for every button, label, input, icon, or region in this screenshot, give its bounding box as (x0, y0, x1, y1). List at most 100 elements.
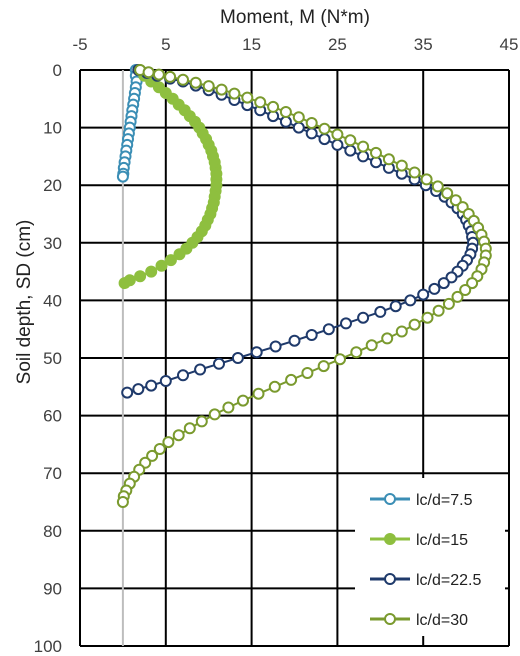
data-point (389, 300, 402, 313)
x-tick-label: -5 (72, 35, 87, 54)
data-point (445, 271, 458, 284)
data-point (252, 387, 265, 400)
data-point (177, 369, 189, 382)
x-tick-label: 25 (328, 35, 347, 54)
data-point (344, 144, 357, 157)
data-point (374, 305, 387, 318)
x-tick-label: 5 (161, 35, 170, 54)
data-point (357, 150, 370, 163)
data-point (195, 415, 208, 428)
data-point (134, 270, 147, 283)
y-tick-label: 100 (34, 637, 62, 656)
data-point (132, 383, 145, 396)
data-point (118, 277, 131, 290)
data-point (357, 311, 370, 324)
data-point (145, 379, 158, 392)
x-tick-label: 45 (500, 35, 519, 54)
data-point (395, 325, 408, 338)
y-tick-label: 50 (43, 349, 62, 368)
data-point (208, 408, 221, 421)
data-point (441, 187, 454, 200)
data-point (340, 317, 352, 330)
gridlines (79, 69, 510, 647)
data-point (162, 436, 175, 449)
y-tick-label: 90 (43, 579, 62, 598)
data-point (121, 386, 134, 399)
x-tick-label: 35 (414, 35, 433, 54)
series-1 (116, 64, 143, 183)
data-point (432, 304, 445, 317)
x-axis-title: Moment, M (N*m) (220, 7, 370, 28)
legend: lc/d=7.5 lc/d=15 lc/d=22.5 lc/d=30 (355, 478, 505, 636)
data-point (318, 122, 331, 135)
data-point (395, 159, 408, 172)
data-point (370, 146, 382, 159)
y-axis-title: Soil depth, SD (cm) (14, 220, 35, 385)
data-point (322, 323, 335, 336)
legend-item: lc/d=7.5 (370, 492, 473, 509)
data-point (404, 294, 417, 307)
data-point (279, 115, 292, 128)
data-point (459, 284, 472, 296)
data-point (408, 166, 421, 179)
data-point (164, 254, 177, 267)
data-point (152, 68, 165, 81)
data-point (431, 180, 444, 193)
data-point (213, 357, 225, 370)
data-point (155, 259, 168, 272)
data-point (381, 332, 394, 345)
data-point (250, 346, 263, 359)
data-point (215, 83, 228, 96)
data-point (288, 334, 301, 347)
legend-marker (384, 493, 396, 505)
data-point (292, 111, 305, 124)
data-point (449, 194, 462, 207)
data-point (466, 277, 479, 290)
legend-label: lc/d=30 (416, 612, 468, 629)
y-tick-label: 40 (43, 291, 62, 310)
data-point (357, 140, 370, 153)
data-point (305, 117, 318, 129)
legend-marker (384, 573, 396, 585)
data-point (331, 128, 344, 141)
data-point (279, 106, 292, 118)
data-point (267, 100, 280, 113)
data-point (164, 70, 177, 83)
data-point (350, 346, 363, 359)
data-point (331, 138, 344, 151)
data-point (305, 127, 318, 140)
legend-label: lc/d=7.5 (416, 492, 473, 509)
data-point (116, 496, 129, 508)
data-point (437, 277, 450, 290)
y-tick-label: 80 (43, 522, 62, 541)
legend-background (355, 478, 505, 636)
data-point (428, 282, 441, 295)
series-4 (116, 64, 492, 508)
data-point (317, 360, 330, 373)
y-tick-label: 0 (53, 61, 62, 80)
data-point (318, 133, 331, 146)
data-point (285, 373, 298, 386)
data-point (228, 87, 241, 100)
legend-label: lc/d=22.5 (416, 572, 481, 589)
data-point (382, 153, 395, 166)
data-point (177, 73, 189, 86)
y-tick-label: 70 (43, 464, 62, 483)
legend-marker (384, 533, 396, 545)
data-point (142, 66, 155, 79)
data-point (153, 443, 166, 455)
data-point (254, 96, 267, 109)
data-point (417, 288, 430, 301)
data-point (344, 134, 357, 147)
data-point (301, 367, 314, 379)
legend-item: lc/d=15 (370, 532, 468, 549)
data-point (183, 422, 196, 435)
data-point (202, 80, 215, 93)
data-point (173, 248, 186, 261)
y-tick-label: 10 (43, 119, 62, 138)
legend-label: lc/d=15 (416, 532, 468, 549)
data-point (420, 173, 433, 186)
tick-labels: -5 5 15 25 35 45 0 10 20 30 40 50 60 70 80 90 100 (34, 35, 519, 656)
data-point (442, 297, 455, 310)
